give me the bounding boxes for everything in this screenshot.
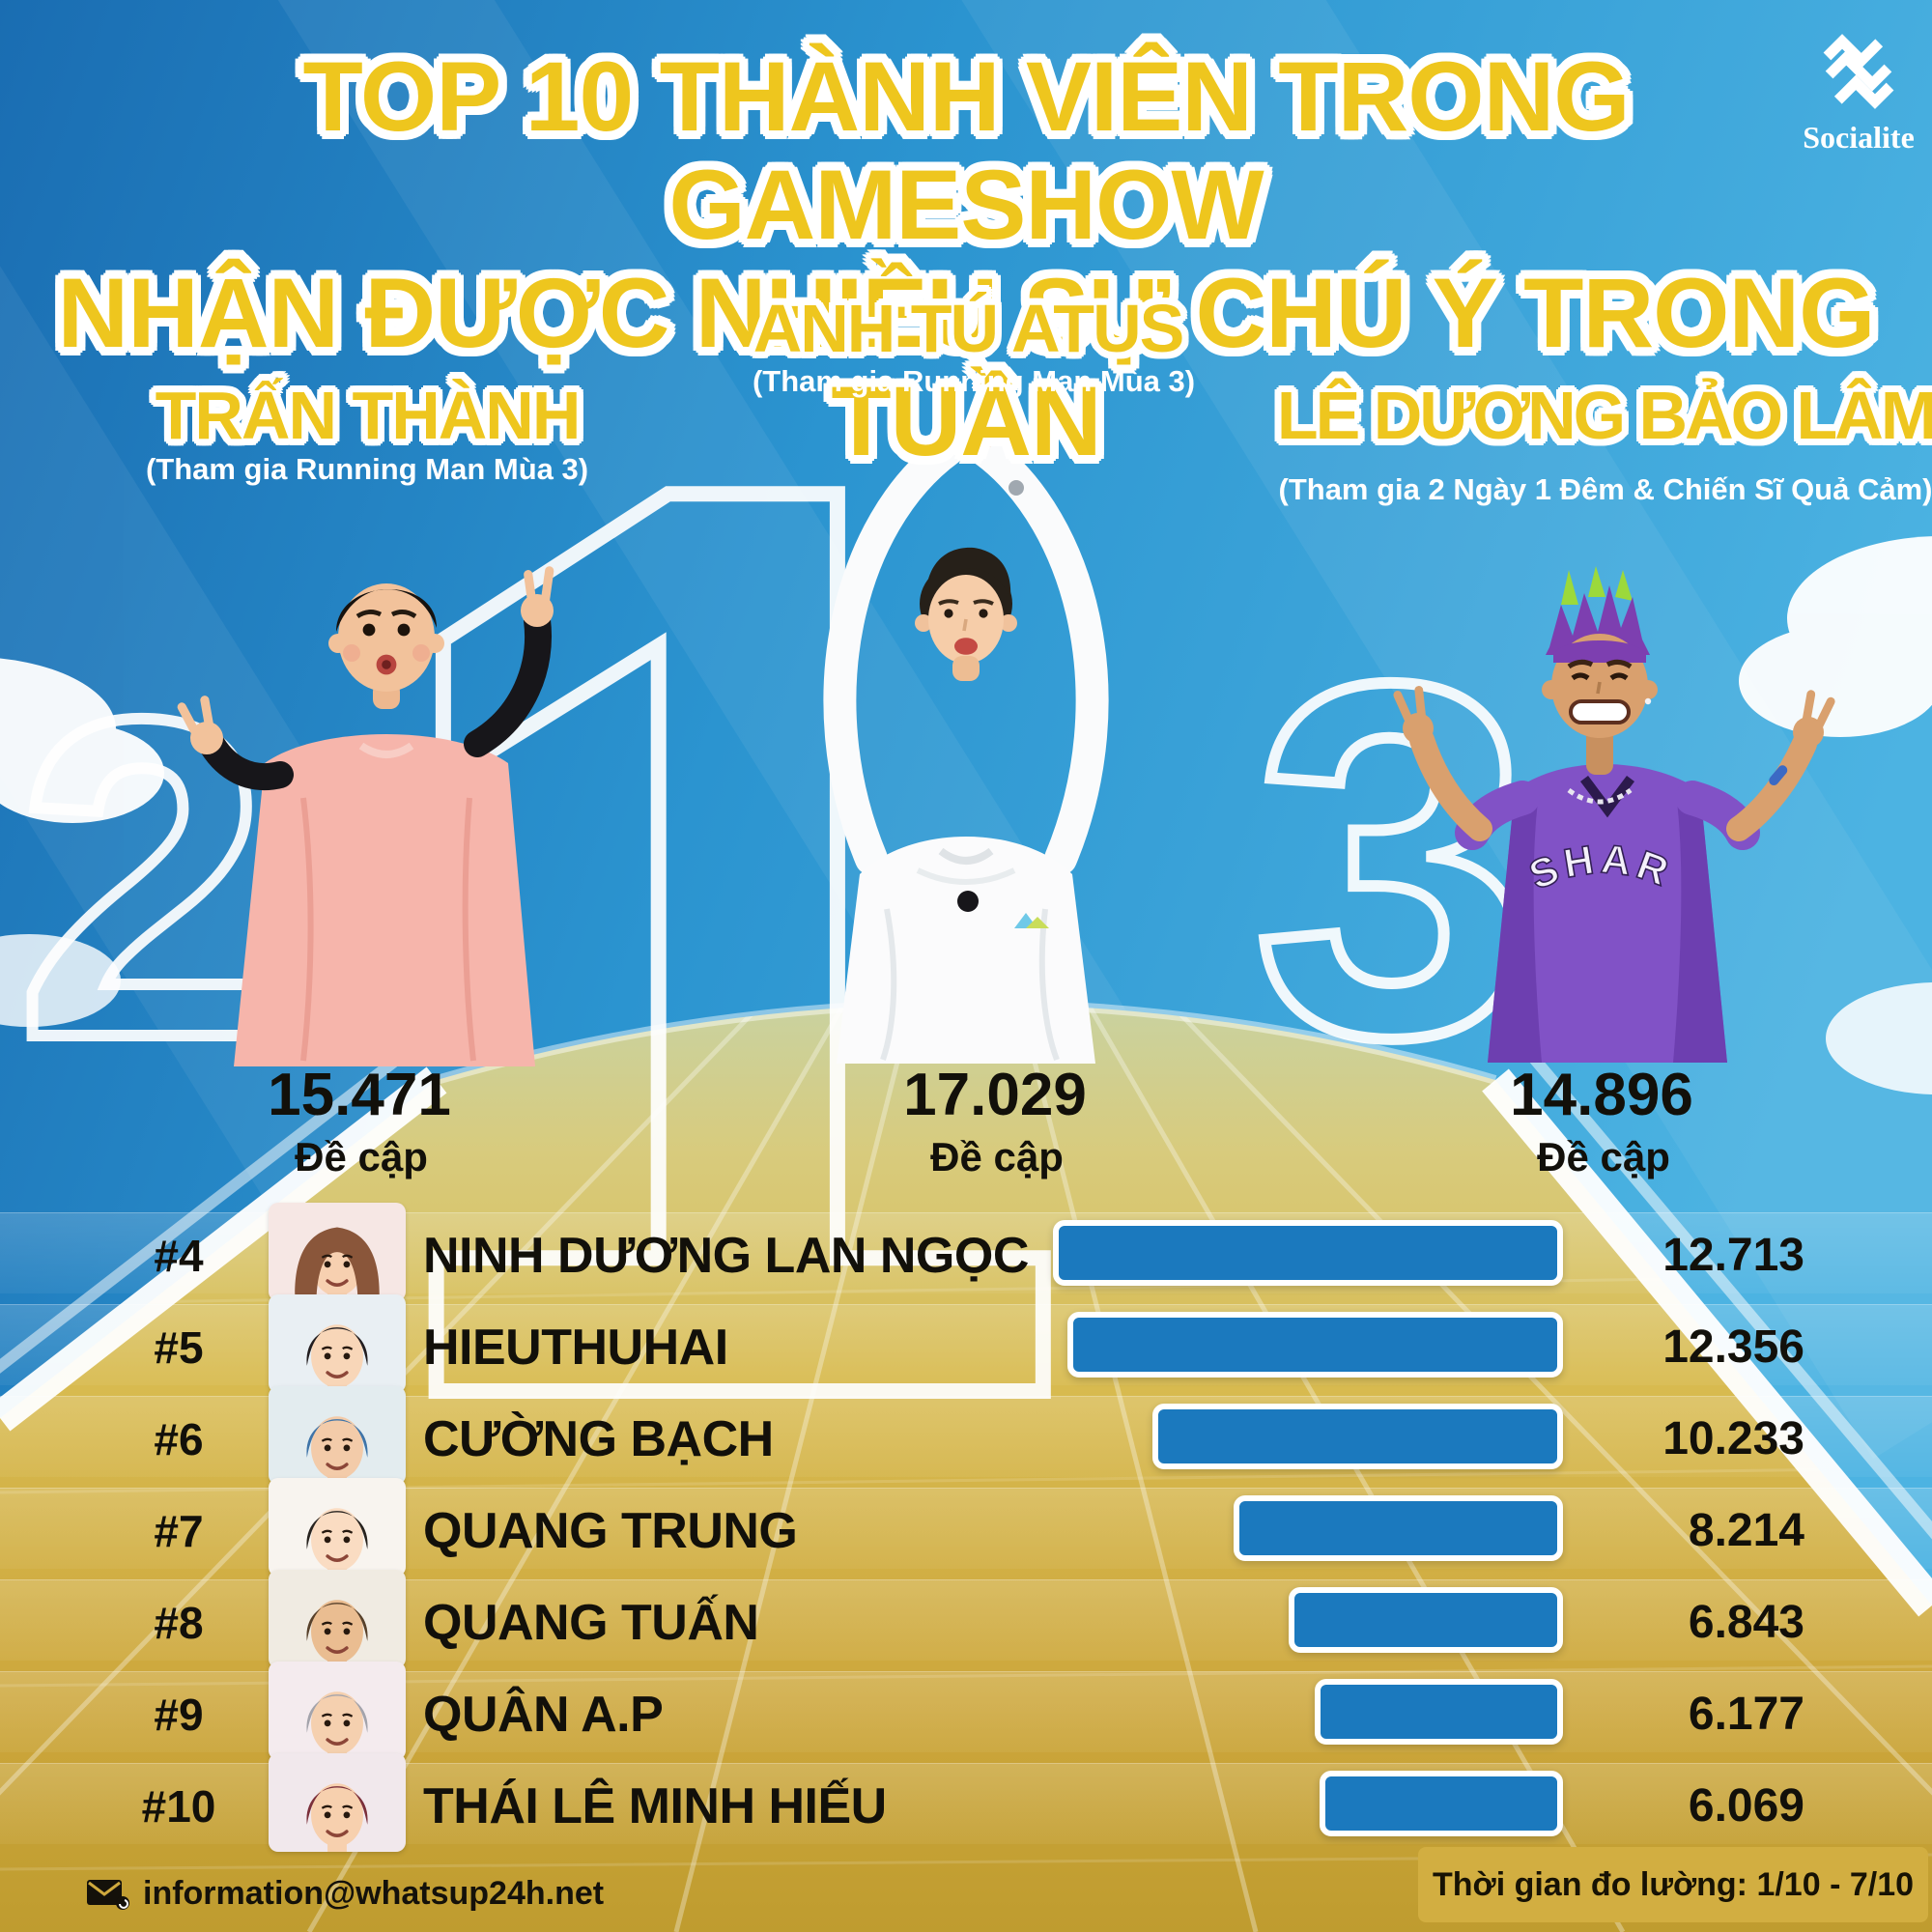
contestant-name: THÁI LÊ MINH HIẾU <box>423 1778 887 1834</box>
envelope-icon <box>87 1880 129 1910</box>
title-line-1: TOP 10 THÀNH VIÊN TRONG GAMESHOW <box>302 42 1630 260</box>
rank-label: #6 <box>154 1414 204 1464</box>
contestant-photo <box>269 1478 406 1577</box>
contestant-photo <box>269 1570 406 1668</box>
rank-label: #4 <box>154 1231 204 1281</box>
brand-block: Socialite <box>1783 25 1932 156</box>
podium3-show: (Tham gia 2 Ngày 1 Đêm & Chiến Sĩ Quả Cả… <box>1278 472 1932 506</box>
ranking-row: #6 CƯỜNG BẠCH 10.233 <box>0 1386 1932 1485</box>
contestant-photo <box>269 1294 406 1393</box>
mention-bar <box>1067 1312 1563 1378</box>
contestant-photo <box>269 1753 406 1852</box>
contestant-photo <box>269 1386 406 1485</box>
rank-label: #8 <box>154 1598 204 1648</box>
mention-bar <box>1320 1771 1563 1836</box>
contestant-name: NINH DƯƠNG LAN NGỌC <box>423 1228 1029 1284</box>
ranking-row: #9 QUÂN A.P 6.177 <box>0 1662 1932 1760</box>
socialite-logo-icon <box>1823 34 1894 109</box>
contact-email: information@whatsup24h.net <box>143 1874 605 1912</box>
ranking-row: #5 HIEUTHUHAI 12.356 <box>0 1294 1932 1393</box>
podium2-mentions-label: Đề cập <box>295 1134 428 1179</box>
podium1-show: (Tham gia Running Man Mùa 3) <box>752 364 1196 398</box>
podium1-mentions: 17.029 <box>903 1062 1087 1128</box>
podium3-name: LÊ DƯƠNG BẢO LÂM <box>1276 378 1932 453</box>
mention-count: 6.069 <box>1688 1780 1804 1832</box>
podium3-mentions: 14.896 <box>1510 1062 1693 1128</box>
measurement-period-badge: Thời gian đo lường: 1/10 - 7/10 <box>1418 1847 1928 1922</box>
mention-count: 6.177 <box>1688 1689 1804 1740</box>
page-title: TOP 10 THÀNH VIÊN TRONG GAMESHOW NHẬN ĐƯ… <box>0 43 1932 475</box>
contact-block: information@whatsup24h.net <box>85 1874 604 1913</box>
contestant-name: QUANG TRUNG <box>423 1503 798 1559</box>
ranking-row: #10 THÁI LÊ MINH HIẾU 6.069 <box>0 1753 1932 1852</box>
mention-bar <box>1289 1587 1563 1653</box>
mention-count: 8.214 <box>1688 1505 1804 1556</box>
podium1-mentions-label: Đề cập <box>930 1134 1064 1179</box>
ranking-row: #8 QUANG TUẤN 6.843 <box>0 1570 1932 1668</box>
mention-bar <box>1053 1220 1563 1286</box>
contestant-name: QUANG TUẤN <box>423 1595 759 1651</box>
track-edge-stripes <box>0 999 1932 1617</box>
rank-label: #7 <box>154 1506 204 1556</box>
podium2-mentions: 15.471 <box>268 1062 451 1128</box>
mention-count: 6.843 <box>1688 1597 1804 1648</box>
mention-bar <box>1234 1495 1563 1561</box>
mention-count: 12.713 <box>1662 1230 1804 1281</box>
brand-name: Socialite <box>1803 120 1915 155</box>
ranking-row: #4 NINH DƯƠNG LAN NGỌC 12.71 <box>0 1203 1932 1301</box>
podium3-mentions-label: Đề cập <box>1537 1134 1670 1179</box>
ranking-rows: #4 NINH DƯƠNG LAN NGỌC 12.71 <box>0 1203 1932 1855</box>
contestant-name: HIEUTHUHAI <box>423 1320 728 1376</box>
podium2-show: (Tham gia Running Man Mùa 3) <box>145 452 589 486</box>
mention-bar <box>1152 1404 1563 1469</box>
clouds <box>0 536 1932 1094</box>
mention-count: 12.356 <box>1662 1321 1804 1373</box>
mention-count: 10.233 <box>1662 1413 1804 1464</box>
contestant-name: CƯỜNG BẠCH <box>423 1411 774 1467</box>
mention-bar <box>1315 1679 1563 1745</box>
contestant-photo <box>269 1203 406 1301</box>
podium2-name: TRẤN THÀNH <box>155 378 582 453</box>
rank-label: #10 <box>141 1781 216 1832</box>
rank-label: #9 <box>154 1690 204 1740</box>
contestant-name: QUÂN A.P <box>423 1687 664 1743</box>
rank-label: #5 <box>154 1322 204 1373</box>
contestant-photo <box>269 1662 406 1760</box>
ranking-row: #7 QUANG TRUNG 8.214 <box>0 1478 1932 1577</box>
podium1-name: ANH TÚ ATUS <box>753 291 1185 366</box>
